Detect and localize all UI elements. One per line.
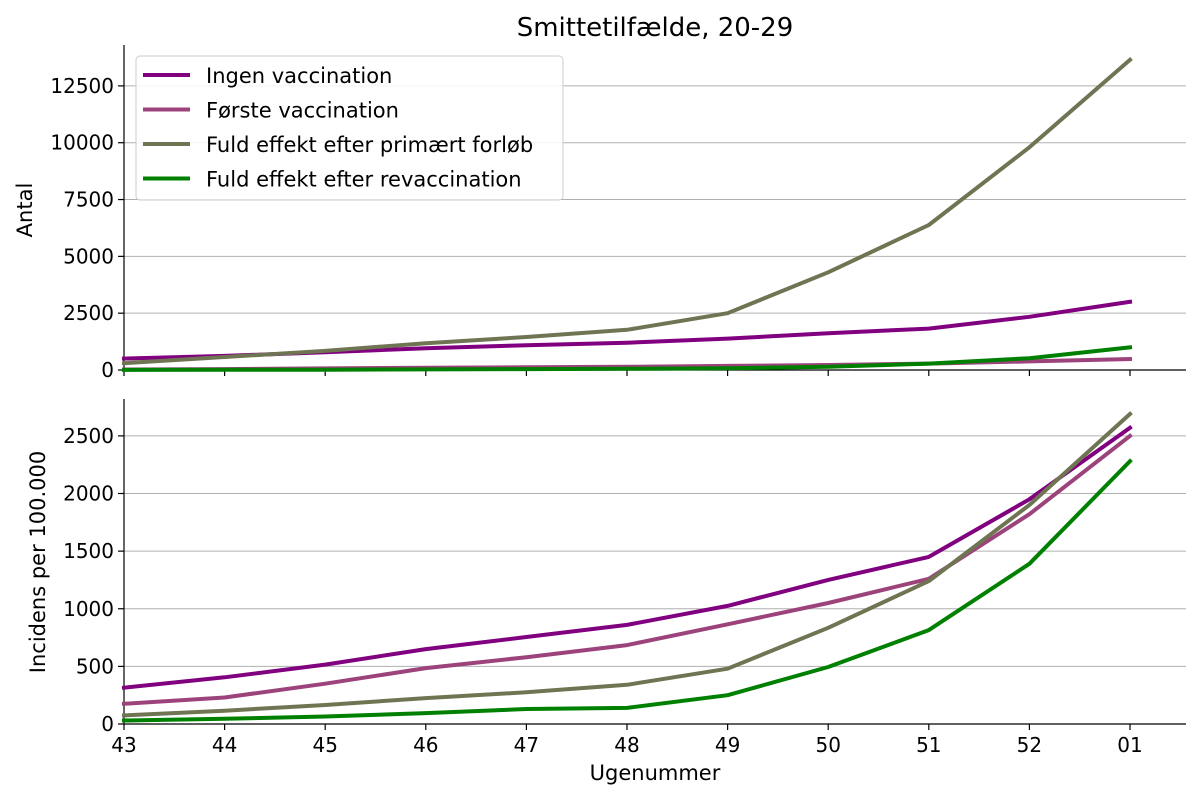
bottom-y-tick-label: 0 bbox=[101, 712, 114, 736]
legend-label: Første vaccination bbox=[206, 99, 399, 123]
bottom-y-tick-label: 2500 bbox=[63, 424, 114, 448]
x-tick-label: 01 bbox=[1117, 733, 1142, 757]
top-y-tick-label: 10000 bbox=[50, 131, 114, 155]
bottom-series-line-f-rste-vaccination bbox=[121, 433, 1133, 706]
top-y-tick-label: 12500 bbox=[50, 74, 114, 98]
bottom-series-line-ingen-vaccination bbox=[121, 425, 1133, 690]
top-y-tick-label: 0 bbox=[101, 358, 114, 382]
top-series-line-fuld-effekt-efter-prim-rt-forl-b bbox=[121, 56, 1133, 366]
top-y-tick-label: 5000 bbox=[63, 244, 114, 268]
bottom-y-axis-label: Incidens per 100.000 bbox=[26, 451, 50, 673]
bottom-y-tick-label: 2000 bbox=[63, 482, 114, 506]
x-tick-label: 43 bbox=[111, 733, 136, 757]
top-y-tick-label: 7500 bbox=[63, 188, 114, 212]
legend-label: Fuld effekt efter revaccination bbox=[206, 168, 522, 192]
legend: Ingen vaccination Første vaccination Fuld … bbox=[135, 55, 564, 201]
chart-title: Smittetilfælde, 20-29 bbox=[517, 13, 794, 43]
x-tick-label: 45 bbox=[312, 733, 337, 757]
x-axis-label: Ugenummer bbox=[590, 761, 721, 785]
bottom-y-tick-label: 1000 bbox=[63, 597, 114, 621]
x-tick-label: 48 bbox=[614, 733, 639, 757]
x-tick-label: 49 bbox=[715, 733, 740, 757]
x-tick-label: 52 bbox=[1017, 733, 1042, 757]
legend-box bbox=[135, 55, 564, 201]
x-tick-label: 46 bbox=[413, 733, 438, 757]
x-tick-label: 47 bbox=[514, 733, 539, 757]
legend-label: Fuld effekt efter primært forløb bbox=[206, 133, 533, 157]
bottom-y-tick-label: 1500 bbox=[63, 539, 114, 563]
x-tick-label: 44 bbox=[212, 733, 237, 757]
x-tick-label: 50 bbox=[815, 733, 840, 757]
top-y-tick-label: 2500 bbox=[63, 301, 114, 325]
top-y-axis-label: Antal bbox=[13, 183, 37, 238]
top-series-line-fuld-effekt-efter-revaccination bbox=[121, 345, 1133, 372]
bottom-series-line-fuld-effekt-efter-prim-rt-forl-b bbox=[121, 411, 1133, 718]
bottom-series-line-fuld-effekt-efter-revaccination bbox=[121, 458, 1133, 723]
legend-label: Ingen vaccination bbox=[206, 64, 392, 88]
x-tick-label: 51 bbox=[916, 733, 941, 757]
bottom-y-tick-label: 500 bbox=[76, 654, 114, 678]
